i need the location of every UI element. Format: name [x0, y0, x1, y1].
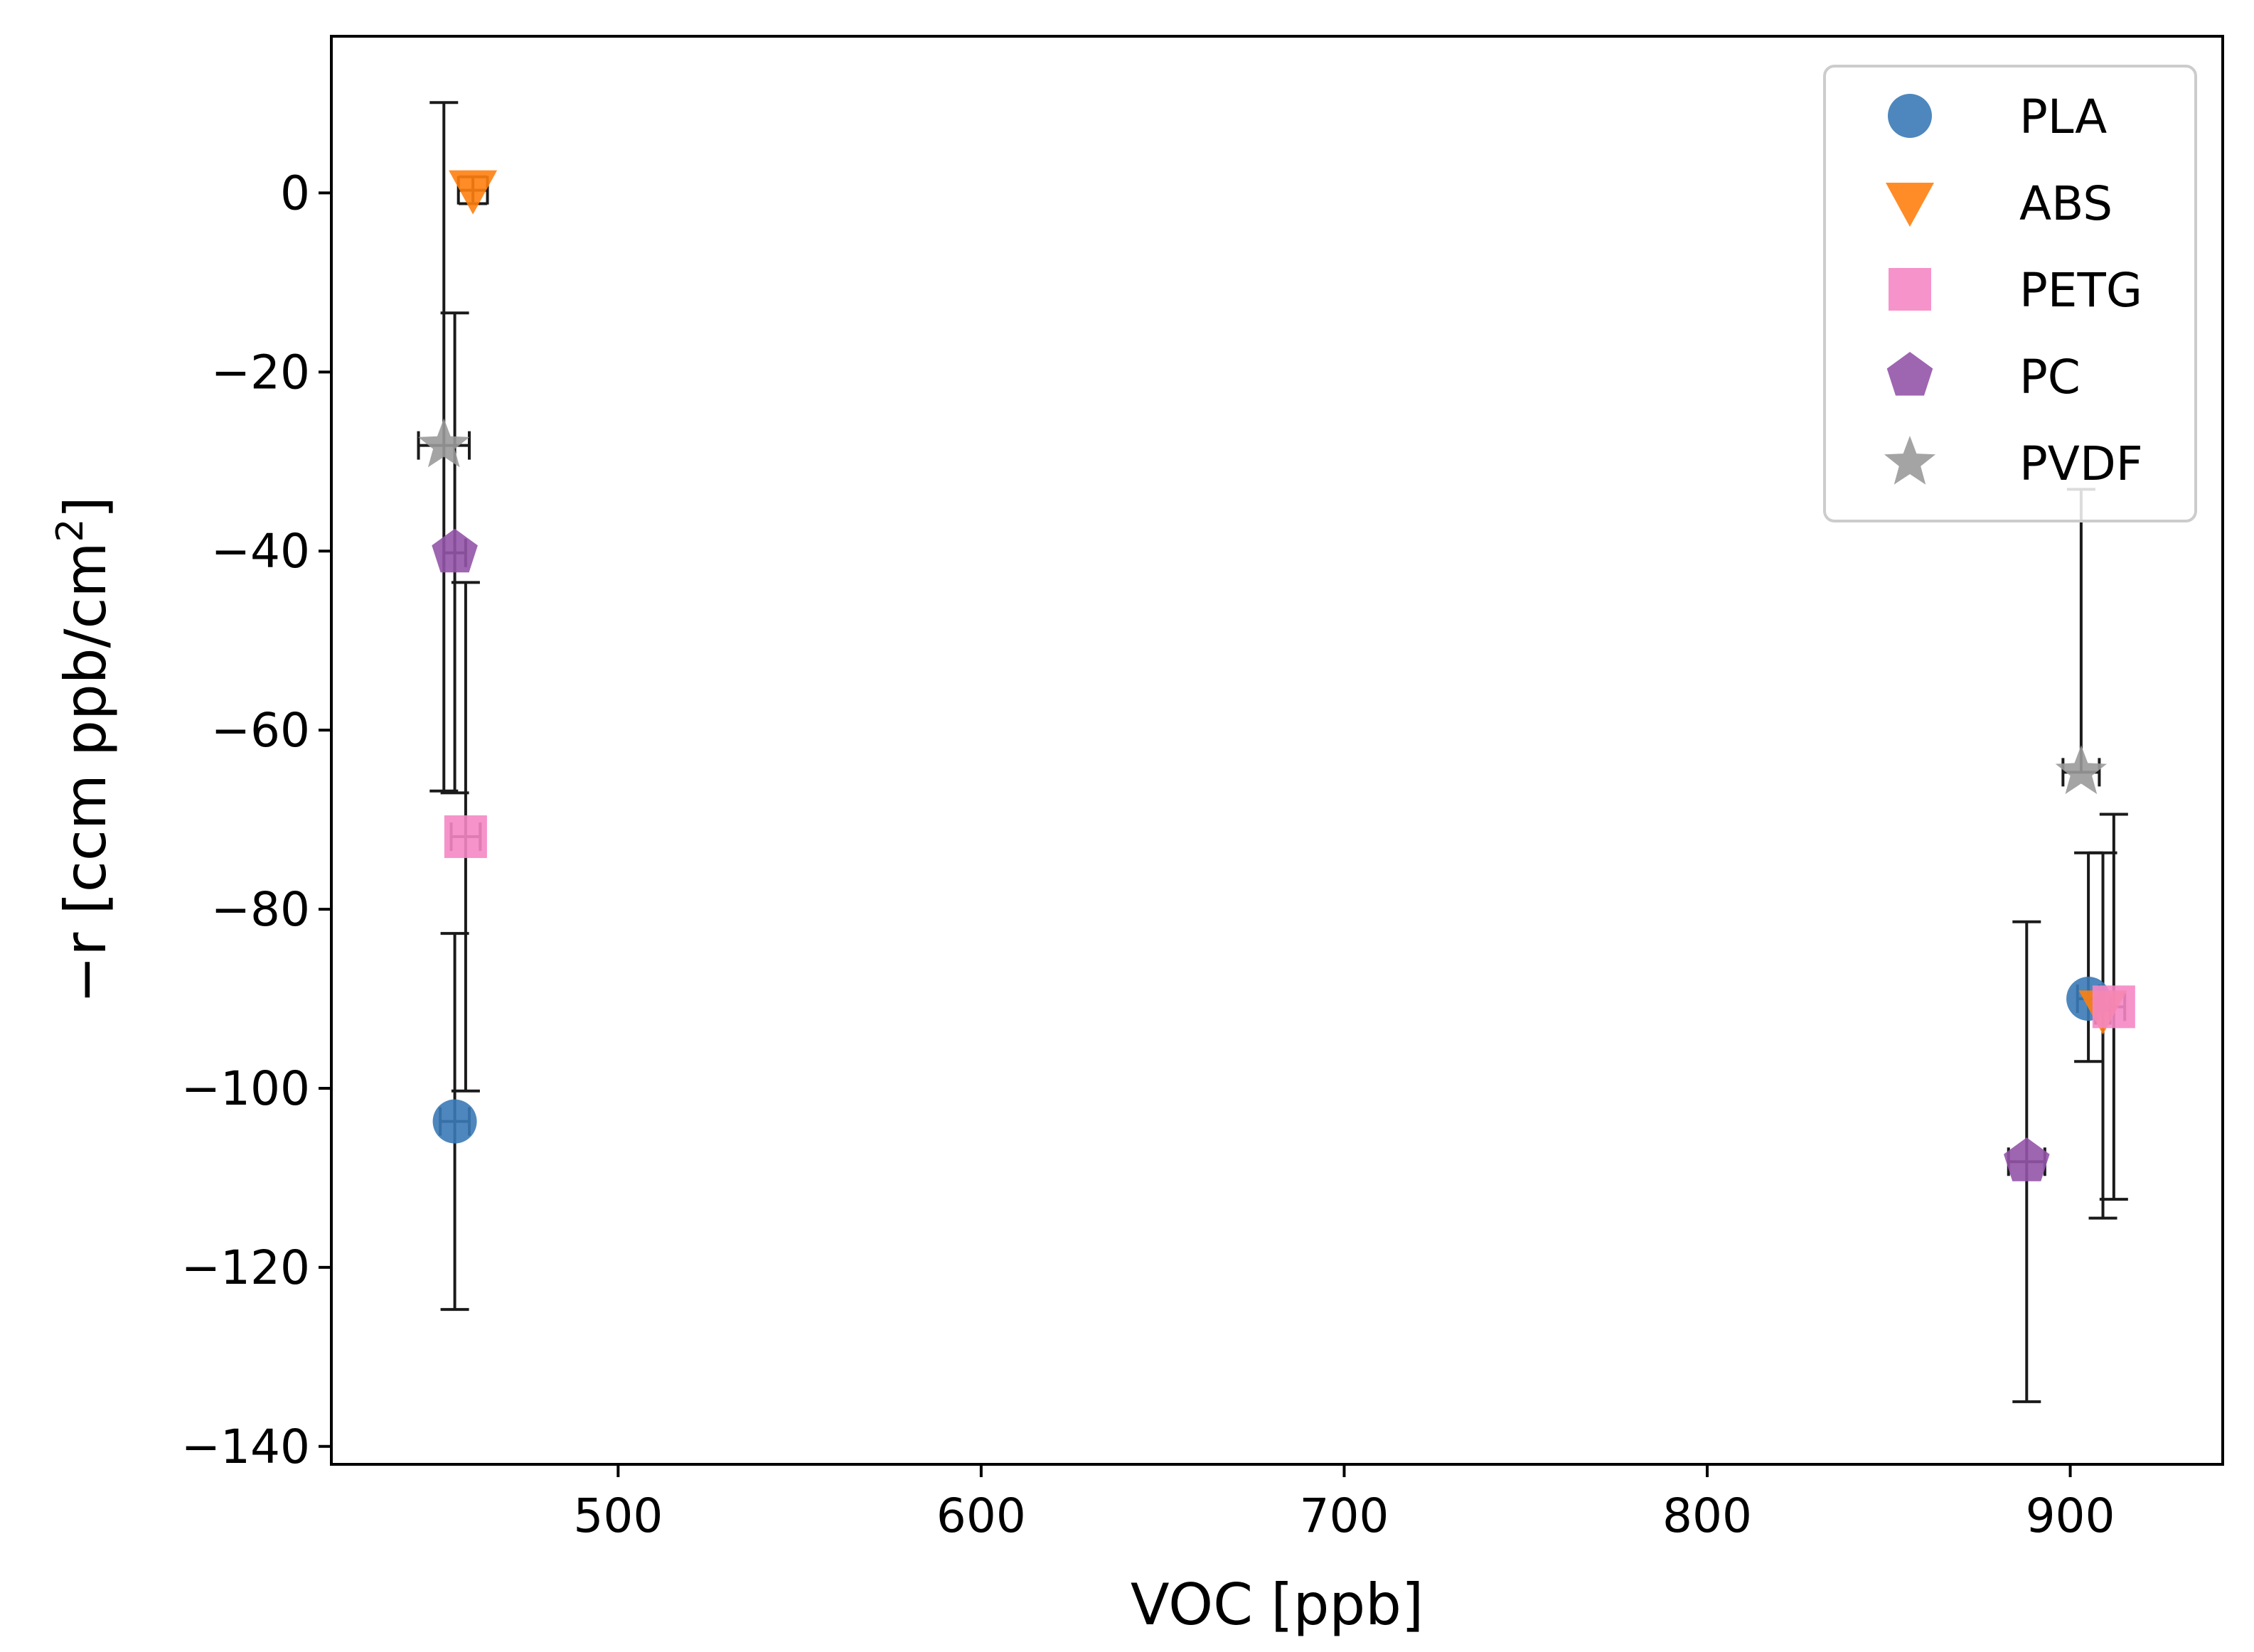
legend-label-pc: PC	[2019, 350, 2081, 404]
legend-marker-pc	[1886, 352, 1933, 396]
y-axis-title-end: ]	[53, 496, 119, 518]
plot-frame	[330, 35, 2224, 1466]
y-tick-label: −120	[181, 1240, 310, 1295]
data-point-pc	[432, 528, 478, 573]
legend-label-petg: PETG	[2019, 263, 2142, 318]
y-tick-label: −40	[211, 524, 310, 579]
legend-label-abs: ABS	[2019, 176, 2113, 231]
y-tick-label: −80	[211, 882, 310, 937]
legend-marker-pla	[1888, 94, 1932, 138]
y-axis-title-main: −r [ccm ppb/cm	[53, 542, 119, 1004]
x-tick-label: 700	[1299, 1489, 1389, 1543]
x-tick-label: 900	[2026, 1489, 2115, 1543]
data-point-petg	[2092, 985, 2135, 1029]
x-axis-title: VOC [ppb]	[1131, 1572, 1424, 1638]
legend-marker-pvdf	[1884, 436, 1936, 485]
data-point-pc	[2004, 1137, 2050, 1181]
data-point-pvdf	[418, 418, 470, 468]
legend-marker-abs	[1886, 183, 1934, 227]
data-point-pla	[432, 1099, 477, 1144]
y-tick-label: −140	[181, 1420, 310, 1474]
legend-marker-petg	[1889, 268, 1931, 311]
y-tick-label: −60	[211, 703, 310, 758]
legend-entries: PLA ABS PETG PC PVDF	[1884, 90, 2143, 491]
legend-label-pla: PLA	[2019, 90, 2107, 144]
y-tick-label: −20	[211, 345, 310, 399]
x-tick-label: 600	[936, 1489, 1026, 1543]
y-axis-ticks: 0 −20 −40 −60 −80 −100 −120 −140	[181, 166, 331, 1474]
y-tick-label: 0	[280, 166, 310, 220]
data-point-pvdf	[2055, 745, 2107, 795]
data-point-abs	[449, 170, 498, 215]
x-tick-label: 800	[1662, 1489, 1752, 1543]
markers-layer	[418, 170, 2135, 1181]
legend-label-pvdf: PVDF	[2019, 436, 2143, 491]
legend-box	[1823, 65, 2197, 522]
y-axis-title: −r [ccm ppb/cm2]	[49, 496, 119, 1003]
legend: PLA ABS PETG PC PVDF	[1823, 65, 2197, 522]
x-axis-ticks: 500 600 700 800 900	[573, 1464, 2115, 1543]
x-tick-label: 500	[573, 1489, 663, 1543]
y-tick-label: −100	[181, 1061, 310, 1116]
y-axis-title-superscript: 2	[49, 519, 92, 542]
data-point-petg	[444, 815, 487, 859]
